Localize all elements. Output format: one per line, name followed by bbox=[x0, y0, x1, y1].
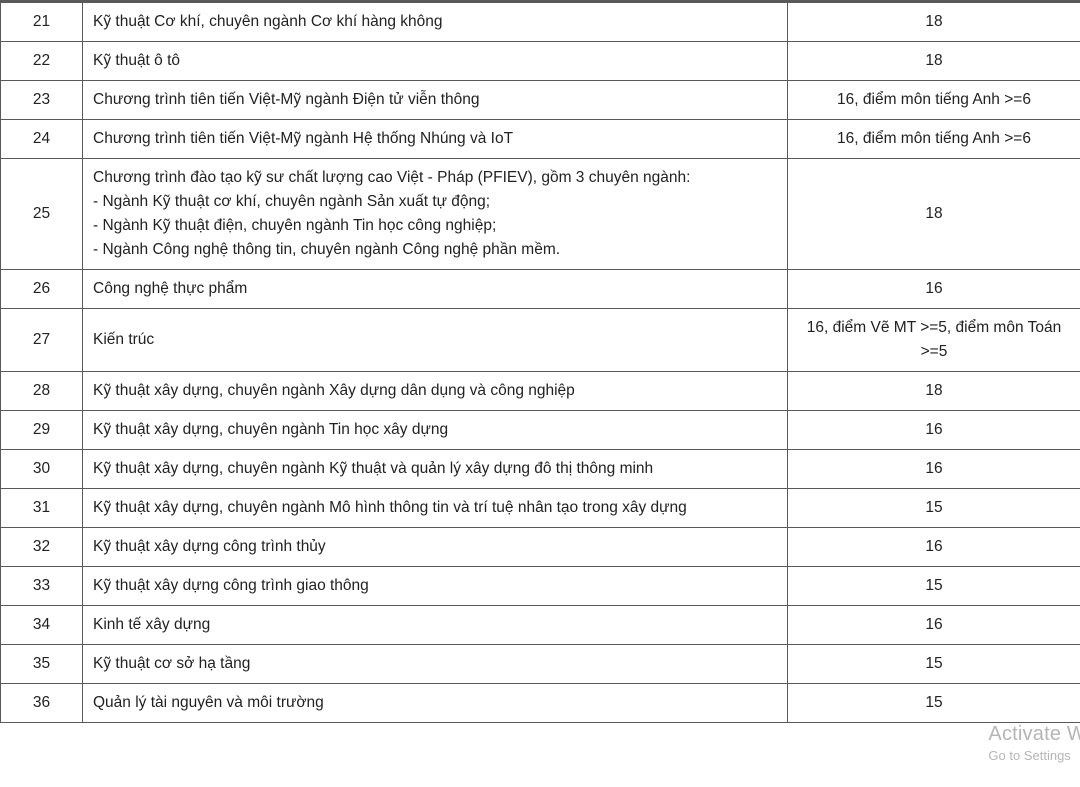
admission-score: 15 bbox=[788, 684, 1080, 723]
table-row: 27Kiến trúc16, điểm Vẽ MT >=5, điểm môn … bbox=[1, 309, 1080, 372]
table-row: 36Quản lý tài nguyên và môi trường15 bbox=[1, 684, 1080, 723]
programs-table: 21Kỹ thuật Cơ khí, chuyên ngành Cơ khí h… bbox=[0, 0, 1080, 723]
table-row: 23Chương trình tiên tiến Việt-Mỹ ngành Đ… bbox=[1, 81, 1080, 120]
row-index: 22 bbox=[1, 42, 83, 81]
program-name: Quản lý tài nguyên và môi trường bbox=[83, 684, 788, 723]
program-name: Chương trình tiên tiến Việt-Mỹ ngành Điệ… bbox=[83, 81, 788, 120]
admission-score: 16, điểm môn tiếng Anh >=6 bbox=[788, 81, 1080, 120]
table-row: 34Kinh tế xây dựng16 bbox=[1, 606, 1080, 645]
programs-table-body: 21Kỹ thuật Cơ khí, chuyên ngành Cơ khí h… bbox=[1, 2, 1080, 723]
program-name: Kỹ thuật xây dựng, chuyên ngành Tin học … bbox=[83, 411, 788, 450]
row-index: 24 bbox=[1, 120, 83, 159]
row-index: 23 bbox=[1, 81, 83, 120]
table-row: 33Kỹ thuật xây dựng công trình giao thôn… bbox=[1, 567, 1080, 606]
row-index: 25 bbox=[1, 159, 83, 270]
table-row: 22Kỹ thuật ô tô18 bbox=[1, 42, 1080, 81]
program-name: Kỹ thuật ô tô bbox=[83, 42, 788, 81]
admission-score: 15 bbox=[788, 489, 1080, 528]
row-index: 33 bbox=[1, 567, 83, 606]
table-row: 29Kỹ thuật xây dựng, chuyên ngành Tin họ… bbox=[1, 411, 1080, 450]
admission-score: 16 bbox=[788, 528, 1080, 567]
row-index: 31 bbox=[1, 489, 83, 528]
admission-score: 18 bbox=[788, 372, 1080, 411]
table-row: 31Kỹ thuật xây dựng, chuyên ngành Mô hìn… bbox=[1, 489, 1080, 528]
table-row: 30Kỹ thuật xây dựng, chuyên ngành Kỹ thu… bbox=[1, 450, 1080, 489]
page: 21Kỹ thuật Cơ khí, chuyên ngành Cơ khí h… bbox=[0, 0, 1080, 787]
row-index: 30 bbox=[1, 450, 83, 489]
table-row: 24Chương trình tiên tiến Việt-Mỹ ngành H… bbox=[1, 120, 1080, 159]
admission-score: 18 bbox=[788, 2, 1080, 42]
row-index: 34 bbox=[1, 606, 83, 645]
program-name: Kỹ thuật xây dựng công trình giao thông bbox=[83, 567, 788, 606]
row-index: 29 bbox=[1, 411, 83, 450]
table-row: 32Kỹ thuật xây dựng công trình thủy16 bbox=[1, 528, 1080, 567]
row-index: 26 bbox=[1, 270, 83, 309]
table-row: 21Kỹ thuật Cơ khí, chuyên ngành Cơ khí h… bbox=[1, 2, 1080, 42]
program-name: Kỹ thuật Cơ khí, chuyên ngành Cơ khí hàn… bbox=[83, 2, 788, 42]
admission-score: 15 bbox=[788, 567, 1080, 606]
windows-activation-watermark: Activate W Go to Settings bbox=[988, 723, 1080, 763]
admission-score: 18 bbox=[788, 42, 1080, 81]
table-row: 26Công nghệ thực phẩm16 bbox=[1, 270, 1080, 309]
program-name: Chương trình đào tạo kỹ sư chất lượng ca… bbox=[83, 159, 788, 270]
row-index: 21 bbox=[1, 2, 83, 42]
program-name: Kinh tế xây dựng bbox=[83, 606, 788, 645]
program-name: Kỹ thuật xây dựng, chuyên ngành Xây dựng… bbox=[83, 372, 788, 411]
admission-score: 18 bbox=[788, 159, 1080, 270]
table-row: 25Chương trình đào tạo kỹ sư chất lượng … bbox=[1, 159, 1080, 270]
row-index: 27 bbox=[1, 309, 83, 372]
row-index: 36 bbox=[1, 684, 83, 723]
table-row: 28Kỹ thuật xây dựng, chuyên ngành Xây dự… bbox=[1, 372, 1080, 411]
program-name: Kỹ thuật xây dựng, chuyên ngành Mô hình … bbox=[83, 489, 788, 528]
program-name: Kỹ thuật cơ sở hạ tầng bbox=[83, 645, 788, 684]
program-name: Chương trình tiên tiến Việt-Mỹ ngành Hệ … bbox=[83, 120, 788, 159]
watermark-title: Activate W bbox=[988, 723, 1080, 746]
program-name: Kỹ thuật xây dựng, chuyên ngành Kỹ thuật… bbox=[83, 450, 788, 489]
row-index: 28 bbox=[1, 372, 83, 411]
watermark-subtitle: Go to Settings bbox=[988, 748, 1080, 763]
admission-score: 16 bbox=[788, 606, 1080, 645]
row-index: 32 bbox=[1, 528, 83, 567]
admission-score: 16 bbox=[788, 270, 1080, 309]
program-name: Kỹ thuật xây dựng công trình thủy bbox=[83, 528, 788, 567]
admission-score: 15 bbox=[788, 645, 1080, 684]
program-name: Công nghệ thực phẩm bbox=[83, 270, 788, 309]
program-name: Kiến trúc bbox=[83, 309, 788, 372]
admission-score: 16, điểm môn tiếng Anh >=6 bbox=[788, 120, 1080, 159]
table-row: 35Kỹ thuật cơ sở hạ tầng15 bbox=[1, 645, 1080, 684]
admission-score: 16 bbox=[788, 450, 1080, 489]
row-index: 35 bbox=[1, 645, 83, 684]
admission-score: 16, điểm Vẽ MT >=5, điểm môn Toán >=5 bbox=[788, 309, 1080, 372]
admission-score: 16 bbox=[788, 411, 1080, 450]
